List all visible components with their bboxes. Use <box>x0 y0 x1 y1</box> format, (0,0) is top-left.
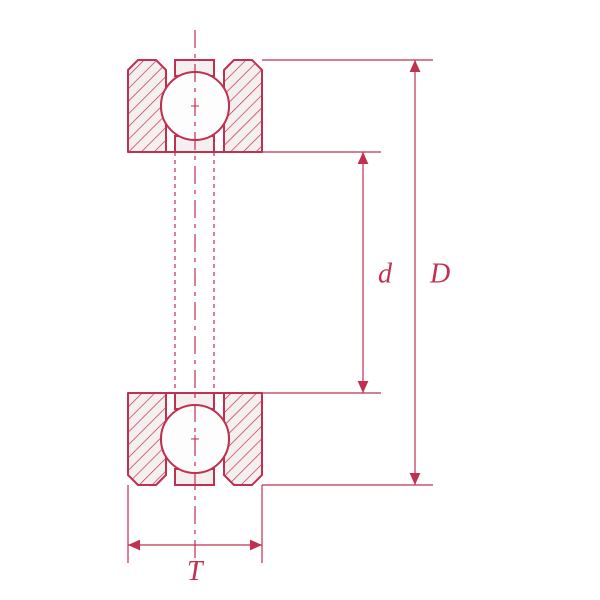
label-T: T <box>187 556 205 587</box>
label-D: D <box>429 259 450 290</box>
label-d: d <box>378 259 393 290</box>
